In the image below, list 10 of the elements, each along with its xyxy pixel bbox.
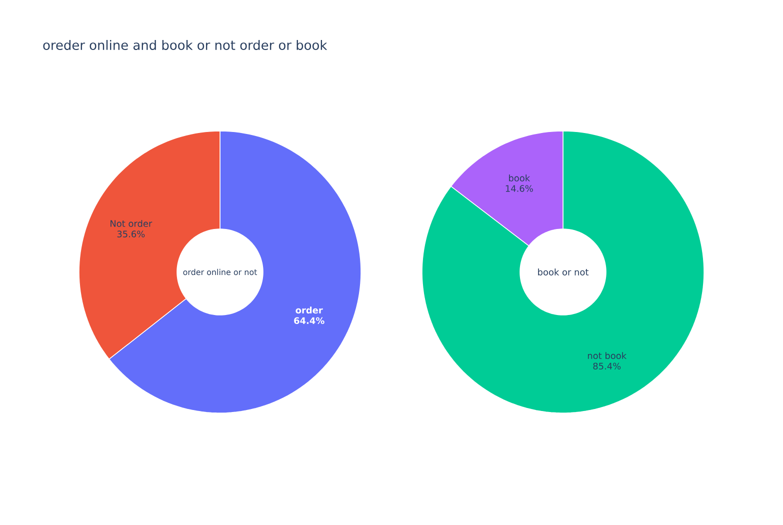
data-label: 14.6% [506, 185, 533, 192]
text: book or not [538, 268, 588, 276]
data-label: 35.6% [117, 230, 145, 238]
chart-title: oreder online and book or not order or book [43, 40, 328, 50]
data-label: 64.4% [294, 317, 324, 324]
slice-label: not book [588, 352, 627, 360]
data-label: 85.4% [593, 362, 621, 370]
slice-label: book [509, 174, 530, 182]
slice-label: Not order [110, 220, 152, 227]
slice-label: order [296, 306, 323, 314]
